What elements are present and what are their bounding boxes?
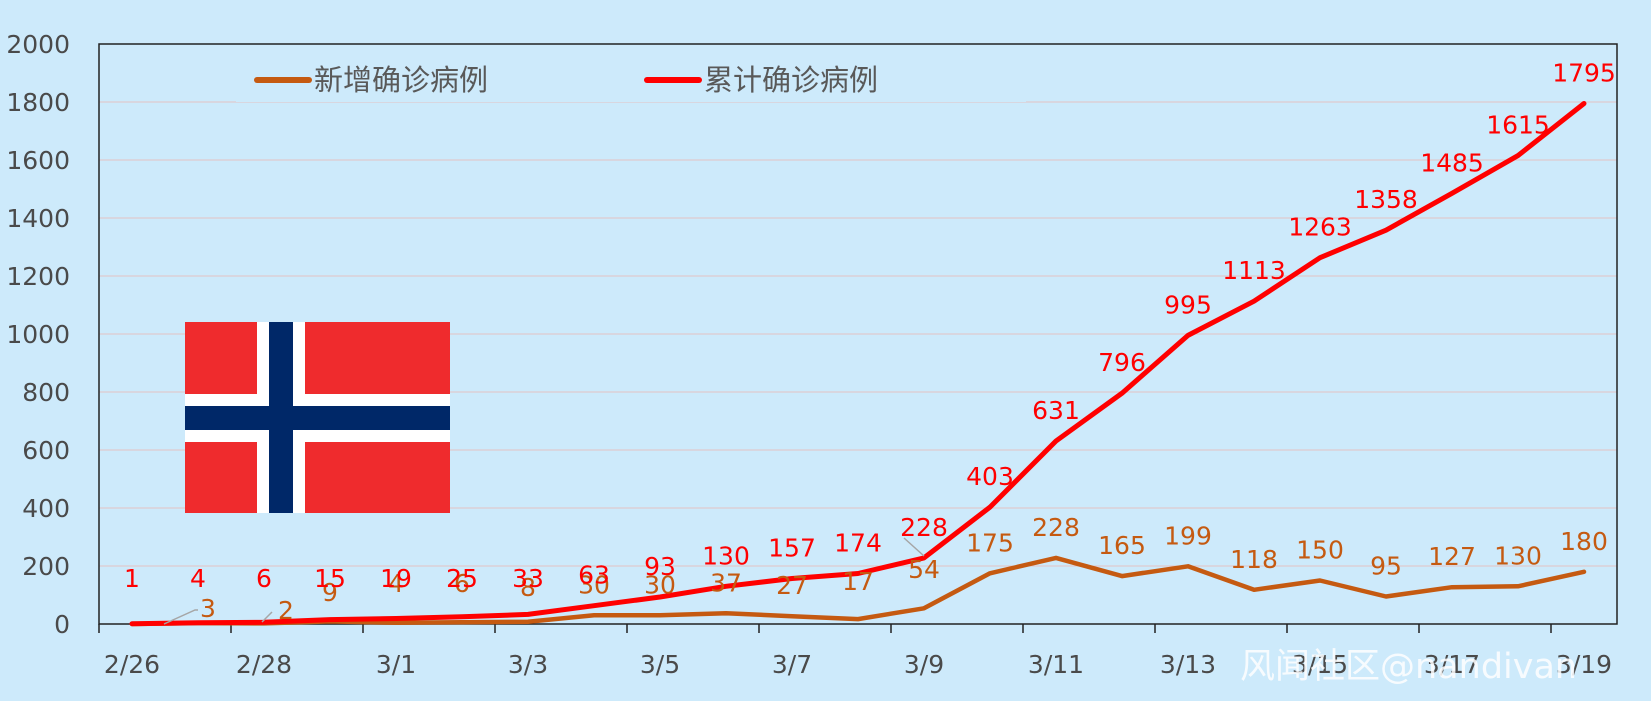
series-lines <box>129 101 1587 627</box>
watermark: 风闻社区@nandivan <box>1240 647 1577 687</box>
y-tick-label: 1600 <box>6 146 70 175</box>
data-label-new: 8 <box>520 573 536 602</box>
y-tick-label: 0 <box>54 610 70 639</box>
legend-label-cumulative: 累计确诊病例 <box>704 63 878 97</box>
data-label-cumulative: 1263 <box>1288 213 1352 242</box>
plot-border <box>98 43 1618 625</box>
x-tick-label: 3/13 <box>1160 650 1216 679</box>
x-tick-label: 3/17 <box>1424 650 1480 679</box>
data-label-cumulative: 63 <box>578 561 610 590</box>
data-label-cumulative: 1615 <box>1486 111 1550 140</box>
x-tick-label: 2/28 <box>236 650 292 679</box>
series-line-new <box>129 555 1587 627</box>
data-label-new: 2 <box>278 596 294 625</box>
data-label-cumulative: 1113 <box>1222 256 1286 285</box>
data-label-new: 130 <box>1494 541 1542 570</box>
y-tick-label: 1200 <box>6 262 70 291</box>
x-tick-label: 3/11 <box>1028 650 1084 679</box>
x-tick-label: 3/5 <box>640 650 680 679</box>
data-label-cumulative: 6 <box>256 564 272 593</box>
x-axis: 2/26 2/28 3/1 3/3 3/5 3/7 3/9 3/11 3/13 3/15 3/17 3… <box>98 624 1612 679</box>
data-label-cumulative: 33 <box>512 564 544 593</box>
x-tick-label: 3/9 <box>904 650 944 679</box>
data-label-cumulative: 130 <box>702 541 750 570</box>
data-label-cumulative: 93 <box>644 552 676 581</box>
data-label-new: 150 <box>1296 536 1344 565</box>
y-tick-label: 1800 <box>6 88 70 117</box>
x-tick-label: 3/3 <box>508 650 548 679</box>
data-label-new: 4 <box>388 569 404 598</box>
data-label-new: 127 <box>1428 542 1476 571</box>
y-tick-label: 200 <box>22 552 70 581</box>
data-label-new: 180 <box>1560 527 1608 556</box>
data-label-new: 6 <box>454 569 470 598</box>
data-label-cumulative: 4 <box>190 564 206 593</box>
x-tick-label: 3/19 <box>1556 650 1612 679</box>
norway-flag-icon <box>185 322 450 513</box>
data-label-new: 54 <box>908 555 940 584</box>
y-tick-label: 400 <box>22 494 70 523</box>
data-label-new: 17 <box>842 567 874 596</box>
legend-label-new: 新增确诊病例 <box>314 63 488 97</box>
data-label-new: 95 <box>1370 551 1402 580</box>
data-label-cumulative: 796 <box>1098 348 1146 377</box>
x-tick-label: 3/15 <box>1292 650 1348 679</box>
data-label-cumulative: 228 <box>900 513 948 542</box>
y-tick-label: 2000 <box>6 30 70 59</box>
y-tick-label: 800 <box>22 378 70 407</box>
y-tick-label: 1400 <box>6 204 70 233</box>
y-tick-label: 1000 <box>6 320 70 349</box>
data-label-new: 118 <box>1230 545 1278 574</box>
flag-blue-cross-horizontal <box>185 406 450 430</box>
data-label-new: 9 <box>322 578 338 607</box>
data-label-cumulative: 25 <box>446 564 478 593</box>
label-leader-line <box>903 537 925 557</box>
x-tick-label: 2/26 <box>104 650 160 679</box>
x-tick-label: 3/7 <box>772 650 812 679</box>
data-label-new: 27 <box>776 571 808 600</box>
data-label-new: 30 <box>578 570 610 599</box>
x-tick-label: 3/1 <box>376 650 416 679</box>
data-label-cumulative: 995 <box>1164 290 1212 319</box>
series-line-cumulative <box>129 101 1587 627</box>
data-label-cumulative: 1795 <box>1552 58 1616 87</box>
data-label-cumulative: 157 <box>768 533 816 562</box>
data-label-new: 199 <box>1164 521 1212 550</box>
data-label-cumulative: 1358 <box>1354 185 1418 214</box>
data-label-new: 175 <box>966 528 1014 557</box>
data-label-new: 37 <box>710 568 742 597</box>
label-leader-line <box>261 611 273 623</box>
data-label-new: 165 <box>1098 531 1146 560</box>
data-label-new: 30 <box>644 570 676 599</box>
legend: 新增确诊病例 累计确诊病例 <box>236 54 1026 102</box>
data-label-cumulative: 174 <box>834 529 882 558</box>
data-label-cumulative: 15 <box>314 564 346 593</box>
y-tick-label: 600 <box>22 436 70 465</box>
data-label-cumulative: 1 <box>124 564 140 593</box>
label-leader-line <box>163 609 198 625</box>
data-label-new: 3 <box>200 594 216 623</box>
data-label-cumulative: 1485 <box>1420 148 1484 177</box>
legend-background <box>236 54 1026 102</box>
data-label-cumulative: 631 <box>1032 396 1080 425</box>
data-label-cumulative: 403 <box>966 462 1014 491</box>
data-label-cumulative: 19 <box>380 564 412 593</box>
y-axis: 0 200 400 600 800 1000 1200 1400 1600 1800 2000 <box>6 30 70 639</box>
data-label-new: 228 <box>1032 513 1080 542</box>
